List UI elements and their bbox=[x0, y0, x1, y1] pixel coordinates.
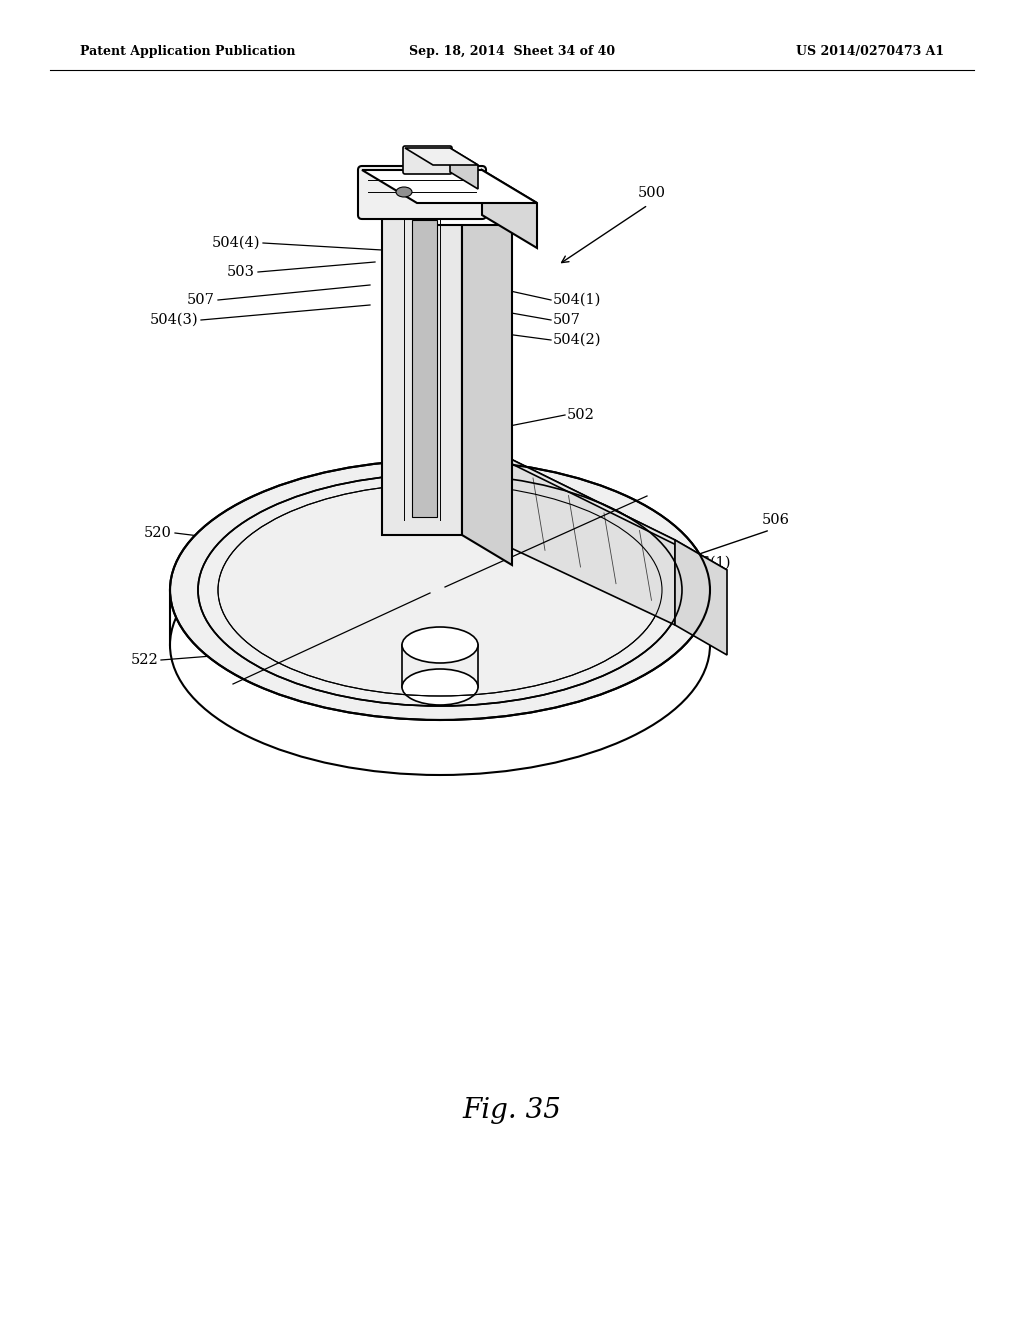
Text: 506: 506 bbox=[762, 513, 790, 527]
Ellipse shape bbox=[402, 627, 478, 663]
Text: 506(1): 506(1) bbox=[683, 556, 731, 570]
Text: 502: 502 bbox=[567, 408, 595, 422]
Text: 522: 522 bbox=[130, 653, 158, 667]
FancyBboxPatch shape bbox=[412, 220, 437, 517]
Text: 516: 516 bbox=[422, 236, 450, 249]
Ellipse shape bbox=[402, 669, 478, 705]
Text: Patent Application Publication: Patent Application Publication bbox=[80, 45, 296, 58]
Text: 507: 507 bbox=[553, 313, 581, 327]
Polygon shape bbox=[450, 148, 478, 189]
Text: 500: 500 bbox=[638, 186, 666, 201]
Polygon shape bbox=[382, 195, 512, 224]
Text: 504(2): 504(2) bbox=[553, 333, 601, 347]
Text: US 2014/0270473 A1: US 2014/0270473 A1 bbox=[796, 45, 944, 58]
FancyBboxPatch shape bbox=[403, 147, 452, 174]
Text: 507: 507 bbox=[187, 293, 215, 308]
Text: 503: 503 bbox=[227, 265, 255, 279]
FancyBboxPatch shape bbox=[358, 166, 486, 219]
Ellipse shape bbox=[170, 459, 710, 719]
Polygon shape bbox=[482, 170, 537, 248]
Text: Fig. 35: Fig. 35 bbox=[463, 1097, 561, 1123]
Ellipse shape bbox=[170, 515, 710, 775]
Text: 504(4): 504(4) bbox=[212, 236, 260, 249]
Text: Sep. 18, 2014  Sheet 34 of 40: Sep. 18, 2014 Sheet 34 of 40 bbox=[409, 45, 615, 58]
Polygon shape bbox=[462, 436, 727, 570]
Text: 504(1): 504(1) bbox=[553, 293, 601, 308]
FancyBboxPatch shape bbox=[382, 195, 462, 535]
Polygon shape bbox=[462, 195, 512, 565]
Polygon shape bbox=[462, 436, 675, 624]
Text: 520: 520 bbox=[144, 525, 172, 540]
Ellipse shape bbox=[396, 187, 412, 197]
Polygon shape bbox=[675, 540, 727, 655]
Text: 504(3): 504(3) bbox=[150, 313, 198, 327]
Polygon shape bbox=[362, 170, 537, 203]
Polygon shape bbox=[406, 148, 478, 165]
